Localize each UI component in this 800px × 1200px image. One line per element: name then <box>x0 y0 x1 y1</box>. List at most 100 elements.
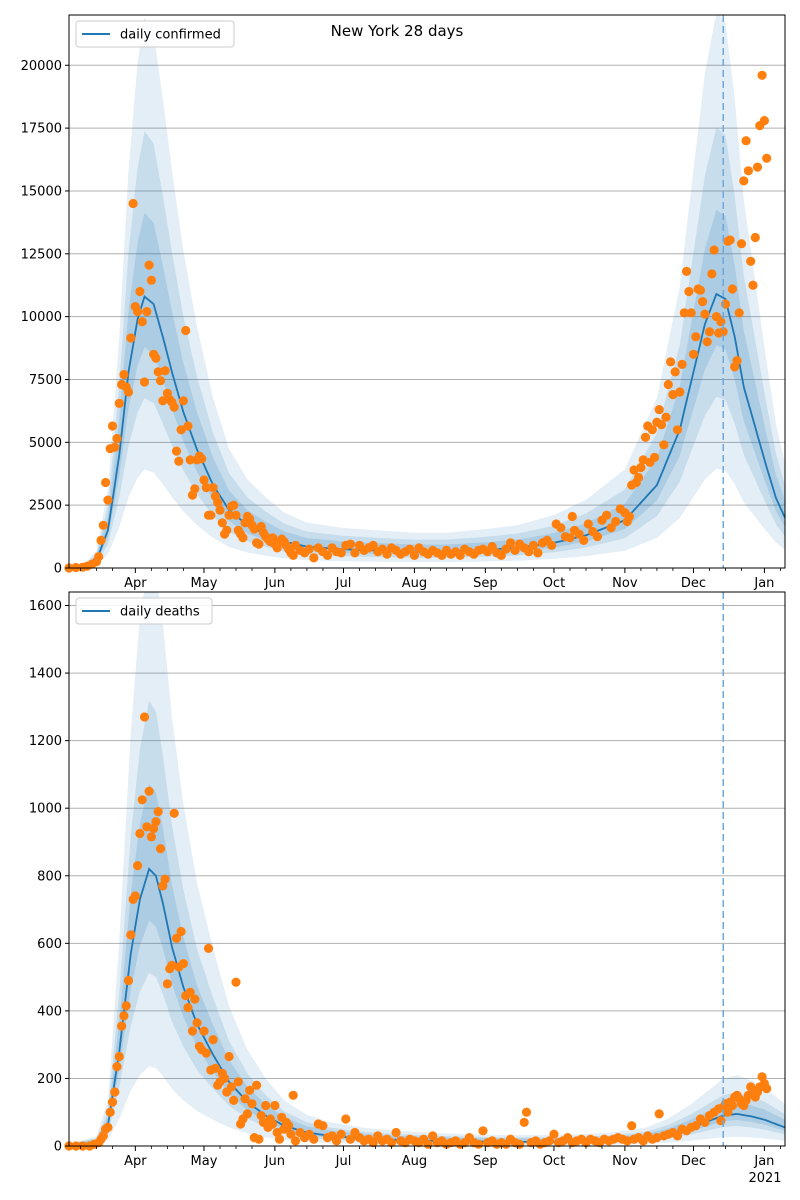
observed-point <box>519 1117 529 1127</box>
observed-point <box>215 505 225 515</box>
observed-point <box>428 1131 438 1141</box>
observed-point <box>732 356 742 366</box>
observed-point <box>640 432 651 442</box>
observed-point <box>647 425 657 435</box>
observed-point <box>98 520 108 530</box>
observed-point <box>190 994 200 1004</box>
observed-point <box>336 548 346 558</box>
uncertainty-band <box>69 127 785 569</box>
observed-point <box>624 511 635 522</box>
observed-point <box>153 367 163 377</box>
observed-point <box>183 1002 193 1013</box>
observed-point <box>105 1107 115 1117</box>
y-tick-label: 5000 <box>29 436 62 451</box>
observed-point <box>654 405 664 415</box>
x-tick-label: Sep <box>473 576 498 591</box>
observed-point <box>245 1085 255 1095</box>
deaths-panel: 0 200 400 600 800 1000 1200 1400 1600 Apr May Jun J… <box>29 591 786 1186</box>
observed-point <box>666 357 676 367</box>
observed-point <box>727 1100 738 1111</box>
observed-point <box>238 533 248 543</box>
x-tick-label: Nov <box>612 576 638 591</box>
observed-point <box>135 828 145 839</box>
figure-title: New York 28 days <box>331 22 464 40</box>
observed-point <box>162 979 172 989</box>
y-tick-label: 400 <box>37 1004 62 1019</box>
observed-point <box>268 1119 278 1129</box>
observed-point <box>318 1121 328 1131</box>
observed-point <box>684 286 694 297</box>
observed-point <box>487 542 497 552</box>
observed-point <box>103 1122 113 1132</box>
observed-point <box>627 1121 637 1131</box>
observed-point <box>183 421 193 431</box>
observed-point <box>128 198 138 209</box>
observed-point <box>304 544 314 554</box>
observed-point <box>583 519 593 529</box>
observed-point <box>123 975 134 986</box>
y-tick-label: 15000 <box>21 184 62 199</box>
observed-point <box>185 455 195 465</box>
observed-point <box>133 307 143 317</box>
observed-point <box>101 477 111 488</box>
observed-point <box>757 70 767 80</box>
observed-point <box>199 475 209 485</box>
observed-point <box>661 412 671 422</box>
observed-point <box>155 844 166 854</box>
observed-point <box>110 442 120 452</box>
observed-point <box>478 1126 488 1136</box>
year-label: 2021 <box>748 1171 781 1186</box>
observed-point <box>117 1021 127 1031</box>
deaths-legend: daily deaths <box>75 597 213 625</box>
uncertainty-band <box>69 700 785 1146</box>
y-tick-label: 17500 <box>21 122 62 137</box>
observed-point <box>130 891 140 901</box>
observed-point <box>242 1109 252 1119</box>
observed-point <box>739 176 749 186</box>
observed-point <box>270 1100 280 1111</box>
observed-point <box>750 232 760 243</box>
uncertainty-band <box>69 15 785 568</box>
observed-point <box>208 483 218 493</box>
observed-point <box>231 977 241 987</box>
observed-point <box>688 349 699 359</box>
observed-point <box>679 308 689 318</box>
observed-point <box>284 1121 294 1131</box>
observed-point <box>405 544 415 554</box>
observed-point <box>133 861 143 871</box>
observed-point <box>160 366 170 376</box>
x-tick-label: Apr <box>124 576 147 591</box>
observed-point <box>144 786 154 796</box>
observed-point <box>686 308 696 318</box>
observed-point <box>698 297 708 307</box>
observed-point <box>121 1001 131 1011</box>
observed-point <box>746 256 756 266</box>
observed-point <box>629 465 639 475</box>
observed-point <box>126 930 136 940</box>
x-tick-label: Nov <box>612 1154 638 1169</box>
observed-point <box>528 540 539 551</box>
observed-point <box>151 817 161 827</box>
observed-point <box>332 1136 342 1146</box>
observed-point <box>190 484 200 494</box>
observed-point <box>185 987 195 997</box>
observed-point <box>233 1077 243 1087</box>
observed-point <box>725 235 735 245</box>
deaths-observed-points <box>64 712 772 1151</box>
observed-point <box>533 548 543 558</box>
observed-point <box>691 332 701 342</box>
observed-point <box>636 462 646 473</box>
y-tick-label: 1600 <box>29 599 62 614</box>
deaths-legend-box <box>75 597 213 625</box>
observed-point <box>709 245 719 255</box>
y-tick-label: 200 <box>37 1072 62 1087</box>
observed-point <box>169 808 179 818</box>
observed-point <box>137 317 147 327</box>
observed-point <box>169 402 179 412</box>
observed-point <box>748 280 758 290</box>
observed-point <box>254 539 264 549</box>
x-tick-label: Jul <box>335 576 352 591</box>
observed-point <box>142 307 152 317</box>
observed-point <box>718 327 728 337</box>
